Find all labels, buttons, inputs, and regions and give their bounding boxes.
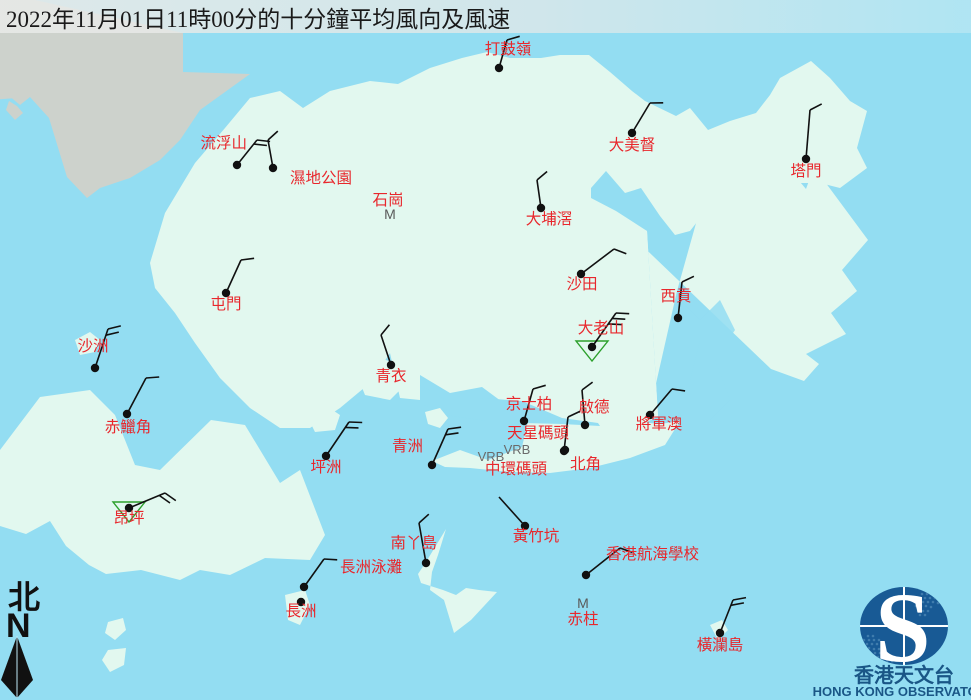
svg-text:北角: 北角 bbox=[570, 455, 601, 473]
svg-text:長洲: 長洲 bbox=[285, 603, 316, 620]
svg-text:M: M bbox=[577, 595, 589, 611]
svg-text:大美督: 大美督 bbox=[609, 136, 656, 154]
svg-text:大老山: 大老山 bbox=[578, 319, 625, 337]
svg-text:中環碼頭: 中環碼頭 bbox=[485, 460, 548, 478]
svg-text:坪洲: 坪洲 bbox=[310, 458, 341, 476]
svg-text:啟德: 啟德 bbox=[578, 398, 609, 416]
svg-text:濕地公園: 濕地公園 bbox=[290, 169, 352, 187]
svg-text:沙田: 沙田 bbox=[566, 276, 597, 293]
svg-text:昂坪: 昂坪 bbox=[113, 509, 144, 527]
svg-text:黃竹坑: 黃竹坑 bbox=[513, 527, 560, 545]
svg-text:VRB: VRB bbox=[504, 442, 531, 457]
svg-text:沙洲: 沙洲 bbox=[77, 338, 108, 355]
svg-text:天星碼頭: 天星碼頭 bbox=[507, 424, 570, 442]
svg-text:長洲泳灘: 長洲泳灘 bbox=[340, 558, 402, 576]
svg-text:HONG KONG OBSERVATORY: HONG KONG OBSERVATORY bbox=[813, 684, 971, 699]
svg-text:京士柏: 京士柏 bbox=[506, 395, 553, 413]
svg-text:石崗: 石崗 bbox=[372, 191, 403, 209]
svg-text:大埔滘: 大埔滘 bbox=[526, 210, 573, 228]
svg-text:香港航海學校: 香港航海學校 bbox=[606, 544, 699, 563]
svg-text:N: N bbox=[6, 607, 31, 645]
svg-text:西貢: 西貢 bbox=[660, 288, 691, 305]
svg-text:南丫島: 南丫島 bbox=[390, 534, 437, 552]
svg-text:屯門: 屯門 bbox=[210, 295, 241, 313]
svg-text:打鼓嶺: 打鼓嶺 bbox=[485, 40, 532, 58]
svg-text:青洲: 青洲 bbox=[392, 437, 423, 455]
svg-text:赤柱: 赤柱 bbox=[567, 610, 598, 628]
svg-text:橫瀾島: 橫瀾島 bbox=[697, 636, 744, 654]
svg-text:赤鱲角: 赤鱲角 bbox=[105, 418, 152, 436]
svg-text:塔門: 塔門 bbox=[790, 162, 821, 180]
svg-text:將軍澳: 將軍澳 bbox=[636, 415, 683, 433]
svg-text:流浮山: 流浮山 bbox=[200, 134, 247, 152]
svg-text:青衣: 青衣 bbox=[375, 367, 406, 385]
